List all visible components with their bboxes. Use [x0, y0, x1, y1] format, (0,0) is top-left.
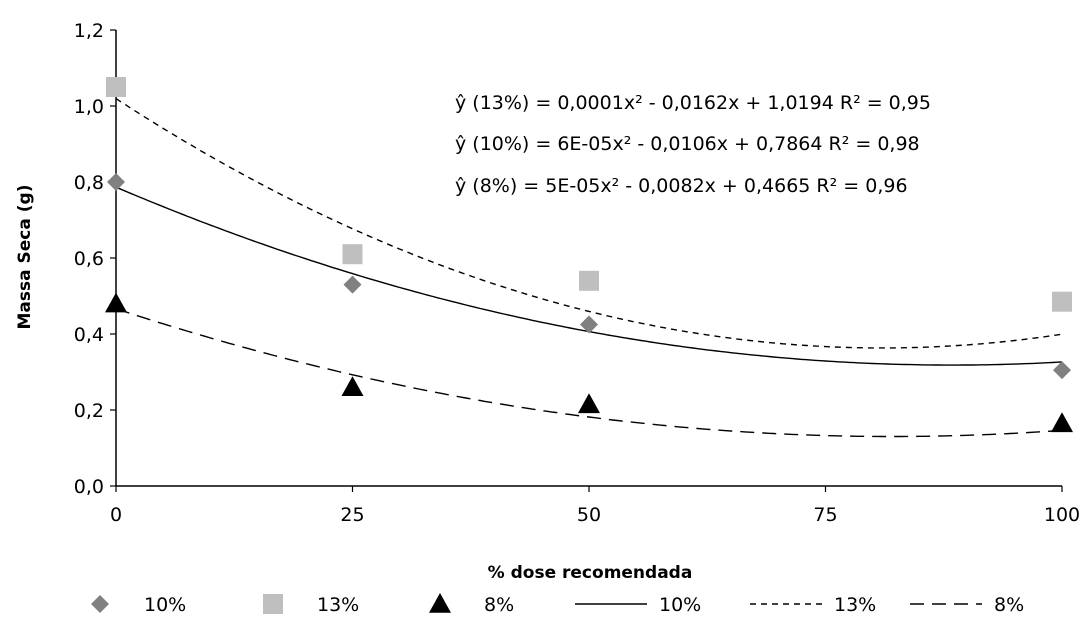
y-tick-label: 0,2: [74, 400, 104, 422]
point-13pct: [342, 244, 363, 265]
legend-label: 8%: [994, 594, 1024, 616]
y-tick-label: 1,2: [74, 20, 104, 42]
y-tick-label: 0,4: [74, 324, 104, 346]
equation-8: ŷ (8%) = 5E-05x² - 0,0082x + 0,4665 R² =…: [455, 175, 908, 197]
y-tick-label: 0,0: [74, 476, 104, 498]
equation-13: ŷ (13%) = 0,0001x² - 0,0162x + 1,0194 R²…: [455, 92, 931, 114]
legend-label: 13%: [317, 594, 359, 616]
legend: 10% 13% 8% 10% 13% 8%: [91, 593, 1024, 616]
point-10pct: [580, 315, 598, 334]
legend-marker-8pct: [429, 593, 451, 613]
data-points: [105, 77, 1073, 433]
y-tick-label: 1,0: [74, 96, 104, 118]
point-13pct: [579, 270, 599, 291]
point-13pct: [1052, 291, 1072, 312]
x-tick-label: 75: [813, 504, 837, 526]
y-axis-title: Massa Seca (g): [15, 185, 35, 330]
legend-marker-10pct: [91, 595, 109, 613]
point-8pct: [578, 393, 600, 414]
axes: [110, 29, 1063, 492]
point-8pct: [341, 376, 364, 396]
legend-label: 10%: [659, 594, 701, 616]
legend-label: 8%: [484, 594, 514, 616]
point-10pct: [343, 275, 362, 294]
legend-marker-13pct: [263, 594, 283, 614]
x-axis-title: % dose recomendada: [488, 563, 693, 583]
y-tick-label: 0,8: [74, 172, 104, 194]
legend-label: 10%: [144, 594, 186, 616]
point-8pct: [105, 292, 127, 313]
y-tick-label: 0,6: [74, 248, 104, 270]
equation-10: ŷ (10%) = 6E-05x² - 0,0106x + 0,7864 R² …: [455, 133, 920, 155]
legend-label: 13%: [834, 594, 876, 616]
point-13pct: [106, 77, 126, 97]
x-tick-label: 100: [1044, 504, 1080, 526]
x-tick-label: 50: [577, 504, 601, 526]
point-10pct: [107, 173, 125, 191]
point-10pct: [1053, 361, 1071, 380]
trendline-8pct: [115, 308, 1063, 438]
x-tick-label: 0: [110, 504, 122, 526]
point-8pct: [1051, 412, 1073, 433]
trendline-13pct: [115, 98, 1063, 349]
tick-labels: 0,0 0,2 0,4 0,6 0,8 1,0 1,2 0 25 50 75 100: [74, 20, 1080, 526]
x-tick-label: 25: [340, 504, 364, 526]
